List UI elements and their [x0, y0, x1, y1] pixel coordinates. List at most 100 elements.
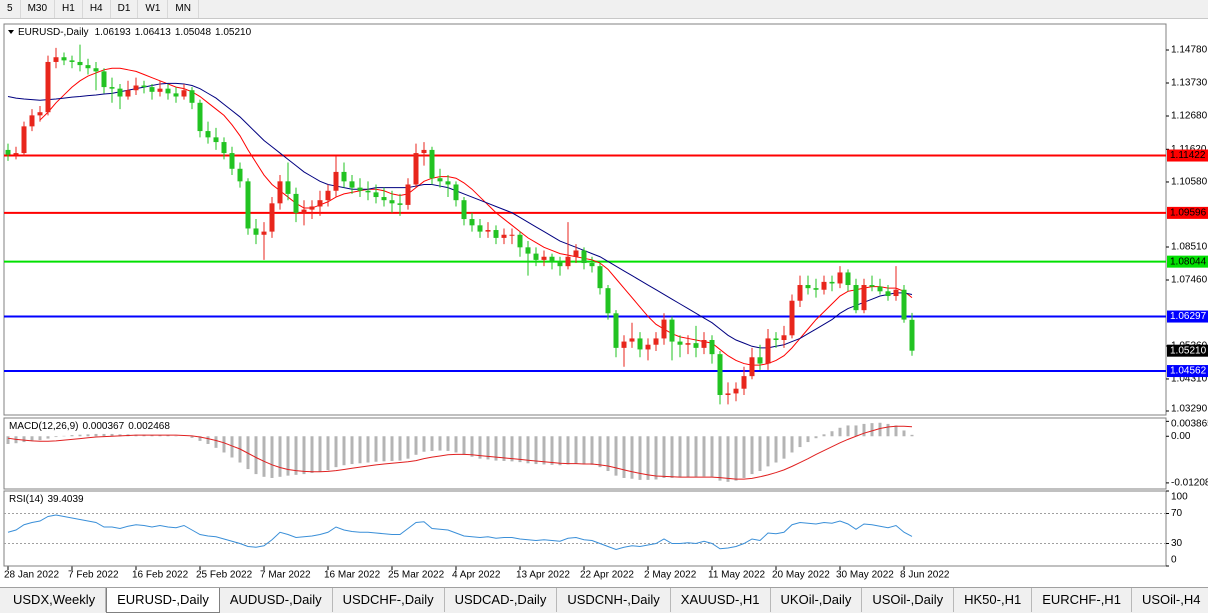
macd-bar: [710, 436, 714, 477]
candle-body: [269, 203, 275, 232]
macd-bar: [38, 436, 42, 441]
candle-body: [461, 200, 467, 220]
chart-tab[interactable]: USDCAD-,Daily: [445, 588, 558, 612]
macd-bar: [462, 436, 466, 455]
macd-bar: [302, 436, 306, 475]
price-tag-label: 1.06297: [1170, 311, 1207, 322]
x-tick-label: 8 Jun 2022: [900, 570, 950, 581]
candle-body: [597, 266, 603, 289]
chart-tab[interactable]: EURUSD-,Daily: [106, 588, 220, 613]
candle-body: [605, 288, 611, 314]
x-tick-label: 28 Jan 2022: [4, 570, 59, 581]
macd-bar: [446, 436, 450, 451]
candle-body: [149, 87, 155, 92]
candle-body: [221, 142, 227, 154]
timeframe-button[interactable]: M30: [21, 0, 56, 18]
macd-bar: [94, 433, 98, 437]
timeframe-button[interactable]: W1: [138, 0, 169, 18]
candle-body: [741, 376, 747, 389]
macd-bar: [758, 436, 762, 472]
candle-body: [653, 338, 659, 345]
chart-tab[interactable]: AUDUSD-,Daily: [220, 588, 333, 612]
timeframe-button[interactable]: MN: [168, 0, 199, 18]
macd-bar: [190, 436, 194, 438]
candle-body: [629, 338, 635, 342]
timeframe-button[interactable]: H4: [83, 0, 111, 18]
moving-average: [7, 82, 913, 349]
macd-bar: [502, 436, 506, 461]
candle-body: [725, 393, 731, 395]
macd-bar: [878, 422, 882, 437]
candle-body: [813, 288, 819, 290]
y-tick-label: 100: [1171, 492, 1188, 503]
candle-body: [229, 153, 235, 169]
price-tag-label: 1.08044: [1170, 256, 1207, 267]
chart-tab[interactable]: USDX,Weekly: [3, 588, 107, 612]
candle-body: [333, 171, 339, 191]
macd-bar: [870, 423, 874, 437]
macd-bar: [518, 436, 522, 463]
candle-body: [853, 285, 859, 311]
macd-bar: [598, 436, 602, 468]
candle-body: [493, 230, 499, 238]
candle-body: [613, 313, 619, 348]
macd-bar: [662, 436, 666, 478]
candle-body: [477, 225, 483, 232]
chart-tab[interactable]: USOil-,Daily: [862, 588, 955, 612]
candle-body: [797, 285, 803, 301]
candle-body: [373, 192, 379, 198]
y-tick-label: 1.13730: [1171, 78, 1208, 89]
candle-body: [237, 168, 243, 182]
macd-bar: [718, 436, 722, 481]
macd-bar: [566, 436, 570, 465]
timeframe-button[interactable]: 5: [0, 0, 21, 18]
chart-tab[interactable]: UKOil-,Daily: [771, 588, 863, 612]
candle-body: [501, 234, 507, 238]
x-tick-label: 22 Apr 2022: [580, 570, 634, 581]
chart-tab[interactable]: EURCHF-,H1: [1032, 588, 1132, 612]
macd-bar: [558, 436, 562, 466]
macd-bar: [750, 436, 754, 475]
macd-bar: [86, 434, 90, 437]
candle-body: [173, 93, 179, 97]
candle-body: [157, 88, 163, 92]
macd-bar: [382, 436, 386, 462]
macd-bar: [406, 436, 410, 459]
macd-bar: [702, 436, 706, 477]
chart-tab[interactable]: USDCNH-,Daily: [557, 588, 671, 612]
macd-bar: [150, 435, 154, 437]
macd-bar: [798, 436, 802, 448]
chart-tab[interactable]: XAUUSD-,H1: [671, 588, 771, 612]
macd-bar: [102, 433, 106, 437]
macd-bar: [686, 436, 690, 478]
macd-bar: [166, 435, 170, 437]
chart-tab[interactable]: USDCHF-,Daily: [333, 588, 445, 612]
timeframe-button[interactable]: H1: [55, 0, 83, 18]
candle-body: [125, 90, 131, 97]
x-tick-label: 20 May 2022: [772, 570, 830, 581]
chart-tabs: USDX,Weekly EURUSD-,Daily AUDUSD-,Daily USD…: [0, 587, 1208, 613]
chart-tab[interactable]: USOil-,H4: [1132, 588, 1208, 612]
candle-body: [277, 181, 283, 204]
candle-body: [101, 71, 107, 88]
symbol: EURUSD-,Daily: [18, 27, 89, 38]
macd-bar: [158, 435, 162, 437]
candle-body: [661, 319, 667, 339]
candle-body: [77, 61, 83, 66]
macd-bar: [654, 436, 658, 480]
macd-bar: [246, 436, 250, 470]
menu-arrow: [8, 30, 14, 34]
macd-bar: [270, 436, 274, 478]
macd-bar: [254, 436, 258, 475]
macd-title: MACD(12,26,9) 0.000367 0.002468: [9, 421, 170, 432]
y-tick-label: 1.11620: [1171, 144, 1207, 155]
macd-bar: [574, 436, 578, 464]
candle-body: [341, 171, 347, 182]
candle-body: [709, 340, 715, 355]
macd-bar: [78, 434, 82, 437]
candle-body: [861, 285, 867, 311]
timeframe-toolbar: 5 M30 H1 H4 D1 W1 MN: [0, 0, 1208, 19]
timeframe-button[interactable]: D1: [111, 0, 139, 18]
chart-tab[interactable]: HK50-,H1: [954, 588, 1033, 612]
macd-bar: [726, 436, 730, 482]
